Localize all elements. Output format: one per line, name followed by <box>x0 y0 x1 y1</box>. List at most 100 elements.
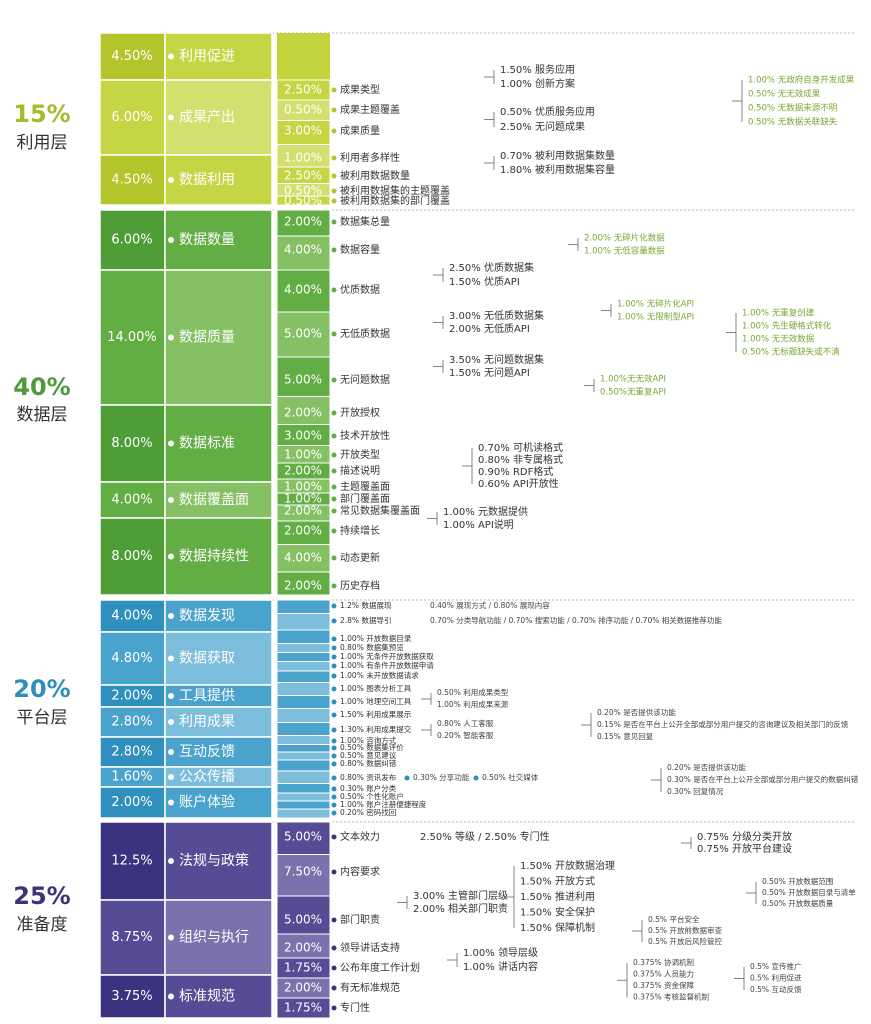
note: 1.00% 无无效数据 <box>742 334 815 345</box>
note: 1.00% 先生硬格式转化 <box>742 321 832 332</box>
row-band <box>276 613 331 631</box>
row-band <box>276 783 331 794</box>
row-name: 持续增长 <box>340 524 380 537</box>
row-name: 1.00% 账户注册便捷程度 <box>340 799 427 809</box>
item-percent: 12.5% <box>111 854 152 869</box>
note: 1.00% 讲话内容 <box>463 960 538 973</box>
item-dot <box>168 774 174 780</box>
note: 0.50% 利用成果类型 <box>437 687 509 697</box>
note: 0.40% 展现方式 / 0.80% 展现内容 <box>430 600 550 610</box>
row-dot <box>331 128 337 134</box>
note: 3.00% 无低质数据集 <box>449 309 544 322</box>
row-percent: 2.50% <box>284 83 322 97</box>
row-name: 无低质数据 <box>340 327 390 340</box>
note: 0.375% 人员能力 <box>633 969 694 979</box>
item-dot <box>168 553 174 560</box>
row-percent: 2.00% <box>284 215 322 229</box>
row-band <box>276 643 331 653</box>
row-dot <box>331 786 337 792</box>
item-name-box <box>164 209 273 271</box>
row-name: 公布年度工作计划 <box>340 961 420 974</box>
layer-name: 利用层 <box>17 133 68 153</box>
item-name: 账户体验 <box>179 794 235 811</box>
row-band <box>276 751 331 761</box>
note: 2.00% 无低质API <box>449 322 530 335</box>
note: 1.50% 保障机制 <box>520 921 595 934</box>
item-percent-box <box>99 974 166 1019</box>
row-dot <box>331 761 337 767</box>
note: 0.50% 优质服务应用 <box>500 105 595 118</box>
row-name: 领导讲话支持 <box>340 941 400 954</box>
layer-percent: 20% <box>13 675 70 703</box>
row-name: 被利用数据集的部门覆盖 <box>340 194 450 207</box>
item-name-box <box>164 269 273 406</box>
note: 0.50% 无无效成果 <box>748 89 821 100</box>
item-name-box <box>164 404 273 483</box>
row-band <box>276 808 331 819</box>
item-percent-box <box>99 209 166 271</box>
row-dot <box>331 155 337 161</box>
note: 0.5% 宣传推广 <box>750 961 802 971</box>
row-name: 描述说明 <box>340 464 380 477</box>
note-dot <box>473 775 479 781</box>
item-percent-box <box>99 631 166 686</box>
item-dot <box>168 749 174 755</box>
note: 1.00%无无效API <box>600 374 666 385</box>
row-band <box>276 759 331 772</box>
row-percent: 2.00% <box>284 941 322 955</box>
layer-name: 数据层 <box>17 405 68 425</box>
row-name: 内容要求 <box>340 865 380 878</box>
item-name-box <box>164 736 273 768</box>
note: 0.90% RDF格式 <box>478 465 553 478</box>
note: 0.80% 人工客服 <box>437 718 494 728</box>
note: 0.60% API开放性 <box>478 477 559 490</box>
row-name: 1.30% 利用成果提交 <box>340 724 412 734</box>
item-name-box <box>164 974 273 1019</box>
note: 0.50% 无数据来源不明 <box>748 103 837 114</box>
row-band <box>276 770 331 784</box>
note: 0.75% 开放平台建设 <box>697 842 792 855</box>
row-band <box>276 997 331 1019</box>
row-percent: 2.00% <box>284 981 322 995</box>
row-percent: 1.75% <box>284 1001 322 1015</box>
note: 1.00% 创新方案 <box>500 77 575 90</box>
note: 1.50% 推进利用 <box>520 890 595 903</box>
item-percent-box <box>99 786 166 819</box>
row-band <box>276 544 331 573</box>
row-dot <box>331 247 337 253</box>
layer-name: 准备度 <box>17 915 68 935</box>
row-band <box>276 744 331 753</box>
note: 0.50% 开放数据质量 <box>762 898 834 908</box>
item-percent: 8.00% <box>111 436 152 451</box>
row-band <box>276 661 331 672</box>
note: 2.50% 优质数据集 <box>449 261 534 274</box>
item-name: 数据数量 <box>179 232 235 248</box>
row-name: 0.50% 意见建议 <box>340 750 397 760</box>
item-dot <box>168 719 174 725</box>
note: 0.80% 非专属格式 <box>478 453 563 466</box>
note: 3.00% 主管部门层级 <box>413 889 508 902</box>
row-dot <box>331 699 337 705</box>
note: 1.00% 无低容量数据 <box>584 246 665 257</box>
note: 2.50% 等级 / 2.50% 专门性 <box>420 830 550 843</box>
item-name-box <box>164 821 273 901</box>
row-band <box>276 670 331 683</box>
row-band <box>276 209 331 237</box>
note: 0.20% 智能客服 <box>437 730 494 740</box>
row-name: 1.00% 地理空间工具 <box>340 696 412 706</box>
item-name-box <box>164 631 273 686</box>
row-name: 常见数据集覆盖面 <box>340 504 420 517</box>
row-band <box>276 195 331 206</box>
row-percent: 2.50% <box>284 169 322 183</box>
note: 0.70% 可机读格式 <box>478 441 563 454</box>
row-name: 0.30% 账户分类 <box>340 783 397 793</box>
note: 0.5% 开放后风险管控 <box>648 936 722 946</box>
note: 0.70% 分类导航功能 / 0.70% 搜索功能 / 0.70% 排序功能 /… <box>430 615 722 625</box>
row-name: 2.8% 数据导引 <box>340 615 391 625</box>
row-name: 部门覆盖面 <box>340 492 390 505</box>
row-name: 成果类型 <box>340 83 380 96</box>
note: 0.50% 开放数据范围 <box>762 876 833 886</box>
row-dot <box>331 173 337 179</box>
item-name: 数据覆盖面 <box>179 492 249 508</box>
row-band <box>276 599 331 614</box>
